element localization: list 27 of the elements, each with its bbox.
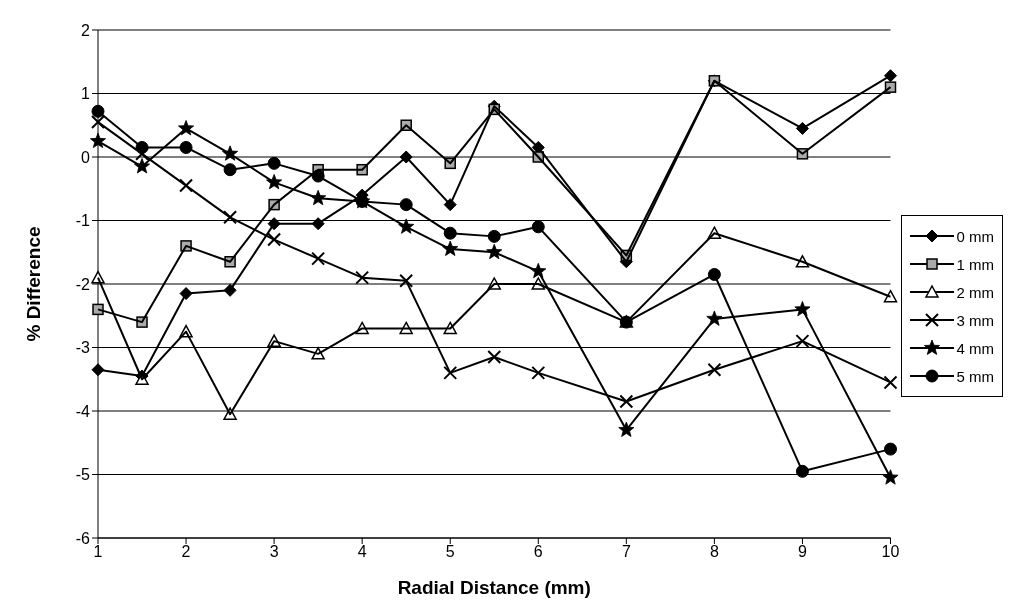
legend-label: 5 mm: [956, 367, 994, 385]
y-tick-label: -3: [75, 339, 91, 357]
y-tick-label: -2: [75, 275, 91, 293]
y-tick-label: -1: [75, 212, 91, 230]
x-tick-label: 7: [621, 543, 631, 561]
x-tick-label: 5: [445, 543, 455, 561]
x-tick-label: 8: [709, 543, 719, 561]
y-tick-label: -6: [75, 529, 91, 547]
x-tick-label: 6: [533, 543, 543, 561]
legend-label: 2 mm: [956, 283, 994, 301]
y-axis-title: % Difference: [22, 226, 44, 342]
y-tick-label: -4: [75, 402, 91, 420]
legend-label: 0 mm: [956, 227, 994, 245]
legend-label: 1 mm: [956, 255, 994, 273]
x-tick-label: 1: [93, 543, 103, 561]
legend-label: 4 mm: [956, 339, 994, 357]
y-tick-label: 1: [81, 85, 91, 103]
x-tick-label: 4: [357, 543, 367, 561]
x-tick-label: 9: [797, 543, 807, 561]
x-tick-label: 3: [269, 543, 279, 561]
legend-label: 3 mm: [956, 311, 994, 329]
y-tick-label: 0: [81, 148, 91, 166]
x-axis-title: Radial Distance (mm): [397, 577, 591, 598]
x-tick-label: 2: [181, 543, 191, 561]
y-tick-label: 2: [81, 21, 91, 39]
y-tick-label: -5: [75, 466, 91, 484]
x-tick-label: 10: [881, 543, 900, 561]
